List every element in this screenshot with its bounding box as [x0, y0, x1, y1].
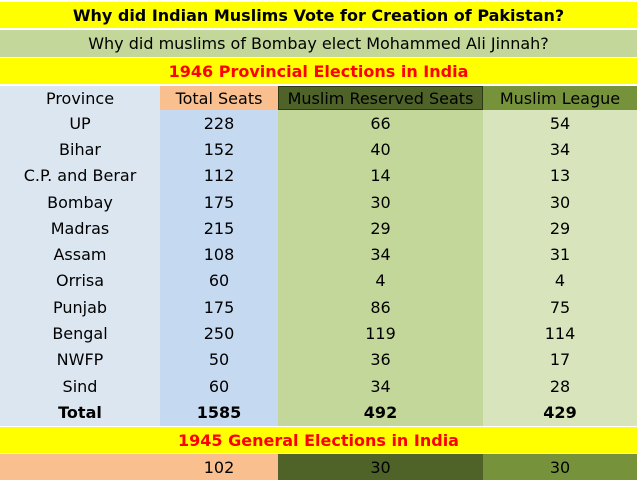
cell-province: Assam [0, 241, 160, 268]
total-cell-total-seats: 1585 [160, 399, 278, 426]
cell-total-seats: 228 [160, 110, 278, 137]
cell-muslim-league: 17 [483, 346, 637, 373]
cell-muslim-league: 29 [483, 215, 637, 242]
cell-total-seats: 175 [160, 294, 278, 321]
cell-reserved-seats: 14 [278, 162, 483, 189]
total-cell-province: Total [0, 399, 160, 426]
cell-reserved-seats: 119 [278, 320, 483, 347]
cell-muslim-league: 31 [483, 241, 637, 268]
section-1946-title: 1946 Provincial Elections in India [168, 61, 469, 81]
cell-total-seats: 108 [160, 241, 278, 268]
column-header-total-seats: Total Seats [160, 86, 278, 110]
total-cell-reserved-seats: 492 [278, 399, 483, 426]
general-1945-muslim-league: 30 [483, 454, 637, 480]
general-1945-row: 102 30 30 [0, 454, 637, 480]
cell-reserved-seats: 30 [278, 188, 483, 216]
cell-muslim-league: 34 [483, 136, 637, 163]
cell-total-seats: 152 [160, 136, 278, 163]
cell-reserved-seats: 36 [278, 346, 483, 373]
cell-province: Orrisa [0, 267, 160, 295]
cell-province: UP [0, 110, 160, 137]
cell-reserved-seats: 34 [278, 372, 483, 400]
page-title: Why did Indian Muslims Vote for Creation… [72, 5, 565, 25]
cell-muslim-league: 4 [483, 267, 637, 295]
cell-province: Bombay [0, 188, 160, 216]
cell-muslim-league: 54 [483, 110, 637, 137]
cell-total-seats: 60 [160, 372, 278, 400]
column-header-muslim-league: Muslim League [483, 86, 637, 110]
cell-reserved-seats: 40 [278, 136, 483, 163]
cell-reserved-seats: 66 [278, 110, 483, 137]
section-1945-title: 1945 General Elections in India [178, 430, 459, 450]
cell-total-seats: 60 [160, 267, 278, 295]
cell-total-seats: 175 [160, 188, 278, 216]
cell-muslim-league: 114 [483, 320, 637, 347]
cell-muslim-league: 13 [483, 162, 637, 189]
page-subtitle: Why did muslims of Bombay elect Mohammed… [88, 34, 549, 53]
cell-muslim-league: 28 [483, 372, 637, 400]
cell-total-seats: 250 [160, 320, 278, 347]
column-header-muslim-reserved-seats: Muslim Reserved Seats [278, 86, 483, 110]
cell-reserved-seats: 86 [278, 294, 483, 321]
cell-reserved-seats: 4 [278, 267, 483, 295]
cell-province: Sind [0, 372, 160, 400]
cell-reserved-seats: 29 [278, 215, 483, 242]
general-1945-province [0, 454, 160, 480]
general-1945-reserved-seats: 30 [278, 454, 483, 480]
cell-province: Bengal [0, 320, 160, 347]
cell-reserved-seats: 34 [278, 241, 483, 268]
cell-province: Punjab [0, 294, 160, 321]
column-header-province: Province [0, 86, 160, 110]
section-1946-banner: 1946 Provincial Elections in India [0, 58, 637, 84]
cell-muslim-league: 75 [483, 294, 637, 321]
cell-total-seats: 112 [160, 162, 278, 189]
section-1945-banner: 1945 General Elections in India [0, 427, 637, 453]
cell-province: Madras [0, 215, 160, 242]
general-1945-total-seats: 102 [160, 454, 278, 480]
cell-total-seats: 215 [160, 215, 278, 242]
elections-table: Province Total Seats Muslim Reserved Sea… [0, 86, 637, 426]
cell-total-seats: 50 [160, 346, 278, 373]
total-cell-muslim-league: 429 [483, 399, 637, 426]
cell-province: C.P. and Berar [0, 162, 160, 189]
cell-province: NWFP [0, 346, 160, 373]
title-banner: Why did Indian Muslims Vote for Creation… [0, 2, 637, 28]
cell-muslim-league: 30 [483, 188, 637, 216]
subtitle-banner: Why did muslims of Bombay elect Mohammed… [0, 30, 637, 57]
cell-province: Bihar [0, 136, 160, 163]
